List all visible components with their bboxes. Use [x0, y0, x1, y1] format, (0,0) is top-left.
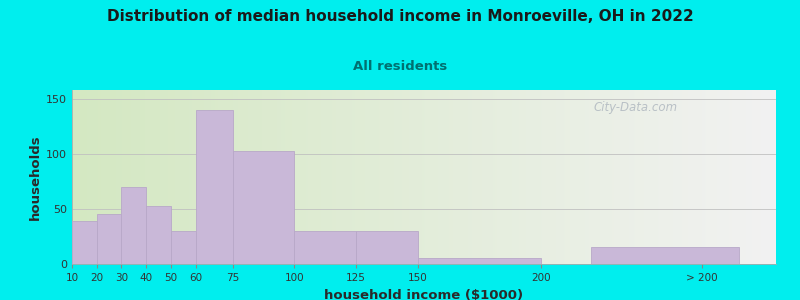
Bar	[590, 248, 739, 264]
Bar	[418, 259, 542, 264]
Y-axis label: households: households	[29, 134, 42, 220]
Bar	[122, 187, 146, 264]
Text: City-Data.com: City-Data.com	[593, 101, 678, 114]
Bar	[195, 110, 233, 264]
Text: All residents: All residents	[353, 60, 447, 73]
Bar	[171, 231, 195, 264]
Bar	[294, 231, 356, 264]
Bar	[97, 214, 122, 264]
Text: Distribution of median household income in Monroeville, OH in 2022: Distribution of median household income …	[106, 9, 694, 24]
Bar	[356, 231, 418, 264]
X-axis label: household income ($1000): household income ($1000)	[325, 289, 523, 300]
Bar	[72, 221, 97, 264]
Bar	[233, 151, 294, 264]
Bar	[146, 206, 171, 264]
